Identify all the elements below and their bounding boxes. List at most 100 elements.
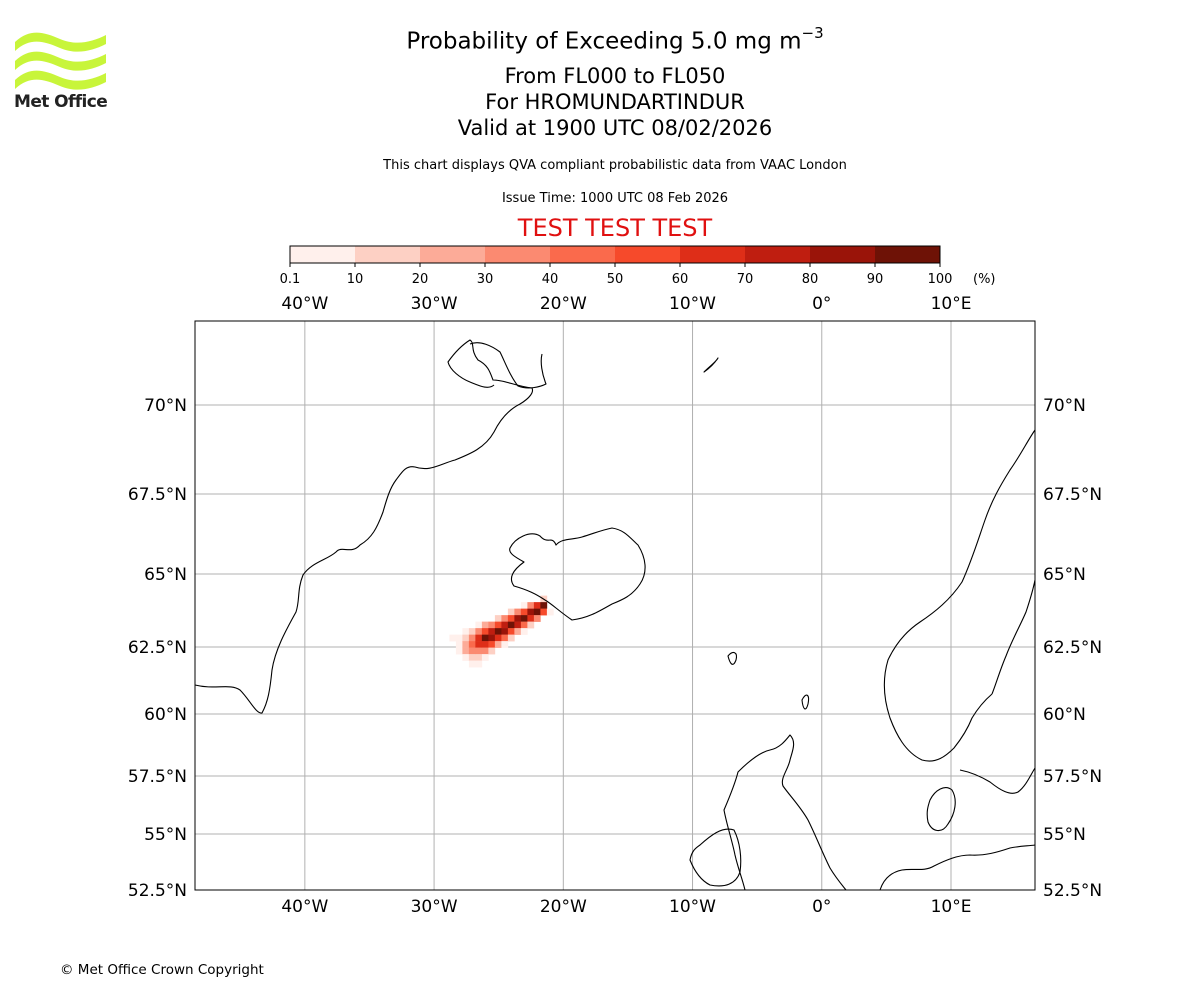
- plume-cell: [475, 647, 483, 655]
- lat-label-left: 70°N: [144, 396, 187, 416]
- colorbar-tick-label: 30: [477, 272, 494, 287]
- colorbar-segment: [420, 246, 486, 263]
- plume-cell: [507, 615, 515, 622]
- map-frame: [194, 320, 1036, 891]
- lat-label-left: 65°N: [144, 565, 187, 585]
- plume-cell: [462, 628, 470, 635]
- lat-label-left: 62.5°N: [128, 638, 187, 658]
- ireland-coastline: [689, 828, 742, 887]
- plume-cell: [501, 621, 509, 629]
- plume-cell: [507, 634, 515, 642]
- plume-cell: [475, 634, 483, 642]
- plume-cell: [462, 654, 470, 661]
- colorbar-tick-label: 20: [412, 272, 429, 287]
- plume-cell: [468, 660, 476, 668]
- lat-label-right: 65°N: [1043, 565, 1086, 585]
- lon-label-bottom: 20°W: [540, 897, 587, 917]
- plume-cell: [481, 647, 489, 655]
- lat-label-left: 55°N: [144, 825, 187, 845]
- plume-cell: [540, 608, 548, 616]
- colorbar-tick-label: 70: [737, 272, 754, 287]
- lat-label-right: 67.5°N: [1043, 485, 1102, 505]
- plume-cell: [514, 621, 522, 629]
- plume-cell: [462, 647, 470, 655]
- plume-cell: [533, 615, 541, 622]
- colorbar-segment: [290, 246, 356, 263]
- plume-cell: [488, 621, 496, 629]
- plume-cell: [475, 654, 483, 661]
- faroe-islands: [727, 651, 737, 665]
- chart-title: Probability of Exceeding 5.0 mg m−3: [406, 24, 824, 55]
- iceland-coastline: [509, 527, 646, 621]
- test-banner: TEST TEST TEST: [517, 214, 713, 242]
- issue-time: Issue Time: 1000 UTC 08 Feb 2026: [501, 191, 729, 206]
- plume-cell: [488, 634, 496, 642]
- flight-level-range: From FL000 to FL050: [504, 64, 726, 88]
- plume-cell: [494, 641, 502, 648]
- denmark-baltic-coastline: [926, 767, 1036, 832]
- lon-label-top: 10°W: [669, 294, 716, 314]
- lat-label-right: 55°N: [1043, 825, 1086, 845]
- plume-cell: [520, 628, 528, 635]
- logo-wave: [15, 70, 106, 90]
- lat-label-left: 67.5°N: [128, 485, 187, 505]
- plume-cell: [507, 608, 515, 616]
- colorbar-tick-label: 50: [607, 272, 624, 287]
- lat-label-right: 62.5°N: [1043, 638, 1102, 658]
- colorbar-segment: [745, 246, 811, 263]
- data-source-note: This chart displays QVA compliant probab…: [383, 158, 847, 173]
- plume-cell: [507, 628, 515, 635]
- lat-label-left: 52.5°N: [128, 881, 187, 901]
- plume-cell: [527, 621, 535, 629]
- colorbar-segment: [615, 246, 681, 263]
- plume-cell: [449, 634, 457, 642]
- plume-cell: [481, 654, 489, 661]
- colorbar-tick-label: 100: [928, 272, 953, 287]
- plume-cell: [488, 641, 496, 648]
- plume-cell: [468, 634, 476, 642]
- lon-label-bottom: 10°W: [669, 897, 716, 917]
- lon-label-bottom: 40°W: [281, 897, 328, 917]
- plume-cell: [501, 628, 509, 635]
- graticule: [195, 321, 1035, 891]
- plume-cell: [520, 608, 528, 616]
- colorbar-tick-label: 80: [802, 272, 819, 287]
- plume-cell: [488, 647, 496, 655]
- jan-mayen-island: [703, 357, 719, 373]
- axis-tick-labels: 40°W 40°W 30°W 30°W 20°W 20°W 10°W 10°W 0° 0° 10°E…: [128, 294, 1102, 917]
- plume-cell: [520, 615, 528, 622]
- lat-label-left: 60°N: [144, 705, 187, 725]
- logo-wave: [15, 32, 106, 52]
- lat-label-left: 57.5°N: [128, 767, 187, 787]
- greenland-northeast-coast: [469, 342, 547, 389]
- probability-colorbar: 0.1 10 20 30 40 50 60 70 80 90 100 (%): [280, 245, 996, 287]
- plume-cell: [475, 660, 483, 668]
- plume-cell: [514, 608, 522, 616]
- plume-cell: [468, 628, 476, 635]
- lat-label-right: 70°N: [1043, 396, 1086, 416]
- lon-label-top: 0°: [812, 294, 831, 314]
- plume-cell: [494, 634, 502, 642]
- met-office-logo-text: Met Office: [14, 92, 108, 112]
- shetland-islands: [801, 694, 810, 710]
- plume-cell: [533, 608, 541, 616]
- plume-cell: [520, 602, 528, 609]
- colorbar-segment: [810, 246, 876, 263]
- lat-label-right: 52.5°N: [1043, 881, 1102, 901]
- plume-cell: [481, 621, 489, 629]
- lon-label-top: 20°W: [540, 294, 587, 314]
- lon-label-top: 40°W: [281, 294, 328, 314]
- plume-cell: [527, 608, 535, 616]
- plume-cell: [514, 628, 522, 635]
- plume-cell: [546, 608, 554, 616]
- plume-cell: [540, 602, 548, 609]
- colorbar-segment: [680, 246, 746, 263]
- continental-europe-coast: [879, 844, 1036, 891]
- logo-wave: [15, 51, 106, 71]
- plume-cell: [475, 641, 483, 648]
- scotland-britain-coastline: [723, 734, 847, 891]
- plume-cell: [527, 615, 535, 622]
- plume-cell: [468, 654, 476, 661]
- lon-label-top: 30°W: [411, 294, 458, 314]
